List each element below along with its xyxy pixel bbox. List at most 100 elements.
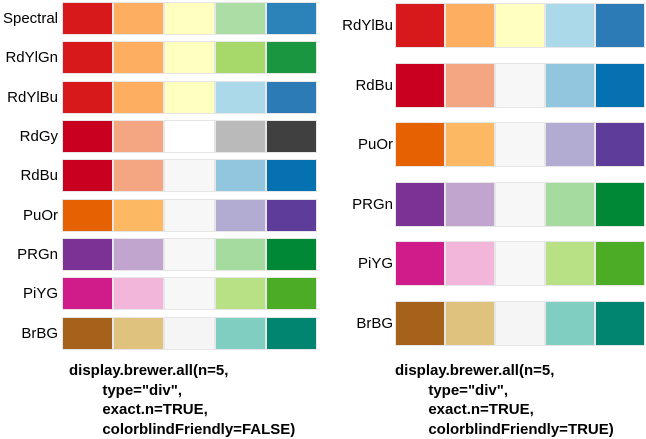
color-swatch [266,120,317,153]
color-swatch [62,317,113,350]
color-swatch [62,199,113,232]
color-swatch [215,120,266,153]
color-swatch [445,182,495,227]
color-swatch [113,277,164,310]
color-swatch [62,2,113,35]
code-line: display.brewer.all(n=5, [69,361,295,381]
palette-row: PRGn [333,182,646,227]
palette-row: PRGn [0,238,320,271]
color-swatch [266,199,317,232]
palette-row: RdYlGn [0,41,320,74]
palette-name: RdYlGn [5,41,58,74]
code-line: colorblindFriendly=TRUE) [395,420,614,439]
color-swatch [164,317,215,350]
palette-swatches [62,120,317,153]
color-swatch [113,199,164,232]
palette-name: RdGy [20,120,58,153]
color-swatch [545,122,595,167]
code-line: type="div", [69,381,295,401]
palette-swatches [395,3,645,48]
color-swatch [164,199,215,232]
palette-row: BrBG [333,301,646,346]
color-swatch [62,238,113,271]
color-swatch [395,122,445,167]
palette-row: PuOr [333,122,646,167]
color-swatch [495,241,545,286]
color-swatch [545,301,595,346]
palette-swatches [395,301,645,346]
color-swatch [113,41,164,74]
color-swatch [545,182,595,227]
color-swatch [164,277,215,310]
palette-row: RdYlBu [0,81,320,114]
palette-row: Spectral [0,2,320,35]
color-swatch [113,159,164,192]
palette-name: RdYlBu [7,81,58,114]
palette-swatches [62,317,317,350]
code-line: display.brewer.all(n=5, [395,361,614,381]
palette-swatches [62,2,317,35]
palette-name: PiYG [358,241,393,286]
palette-name: PiYG [23,277,58,310]
color-swatch [495,182,545,227]
palette-row: PiYG [333,241,646,286]
color-swatch [113,120,164,153]
palette-swatches [62,41,317,74]
palette-swatches [62,81,317,114]
color-swatch [395,63,445,108]
palette-row: PiYG [0,277,320,310]
palette-name: PRGn [352,182,393,227]
color-swatch [266,2,317,35]
color-swatch [164,41,215,74]
palette-row: RdBu [0,159,320,192]
color-swatch [495,63,545,108]
color-swatch [595,122,645,167]
color-swatch [215,159,266,192]
palette-name: Spectral [3,2,58,35]
palette-name: PRGn [17,238,58,271]
color-swatch [62,277,113,310]
palette-swatches [395,241,645,286]
color-swatch [595,182,645,227]
code-line: exact.n=TRUE, [69,400,295,420]
color-swatch [164,238,215,271]
code-line: exact.n=TRUE, [395,400,614,420]
color-swatch [164,2,215,35]
palette-swatches [395,63,645,108]
color-swatch [266,277,317,310]
palette-name: RdBu [355,63,393,108]
color-swatch [62,41,113,74]
palette-name: PuOr [358,122,393,167]
color-swatch [113,238,164,271]
color-swatch [395,3,445,48]
palette-swatches [62,199,317,232]
color-swatch [62,81,113,114]
palette-row: RdYlBu [333,3,646,48]
color-swatch [215,2,266,35]
color-swatch [595,63,645,108]
color-swatch [545,63,595,108]
palette-swatches [62,238,317,271]
color-swatch [164,81,215,114]
color-swatch [62,120,113,153]
color-swatch [395,182,445,227]
color-swatch [495,3,545,48]
palette-swatches [62,277,317,310]
color-swatch [595,3,645,48]
code-line: colorblindFriendly=FALSE) [69,420,295,439]
color-swatch [113,81,164,114]
palette-row: BrBG [0,317,320,350]
color-swatch [595,301,645,346]
color-swatch [445,122,495,167]
color-swatch [395,301,445,346]
color-swatch [113,317,164,350]
code-snippet: display.brewer.all(n=5, type="div", exac… [69,361,295,439]
color-swatch [215,238,266,271]
palette-row: RdBu [333,63,646,108]
palette-swatches [62,159,317,192]
code-line: type="div", [395,381,614,401]
palette-name: BrBG [21,317,58,350]
color-swatch [395,241,445,286]
palette-name: BrBG [356,301,393,346]
